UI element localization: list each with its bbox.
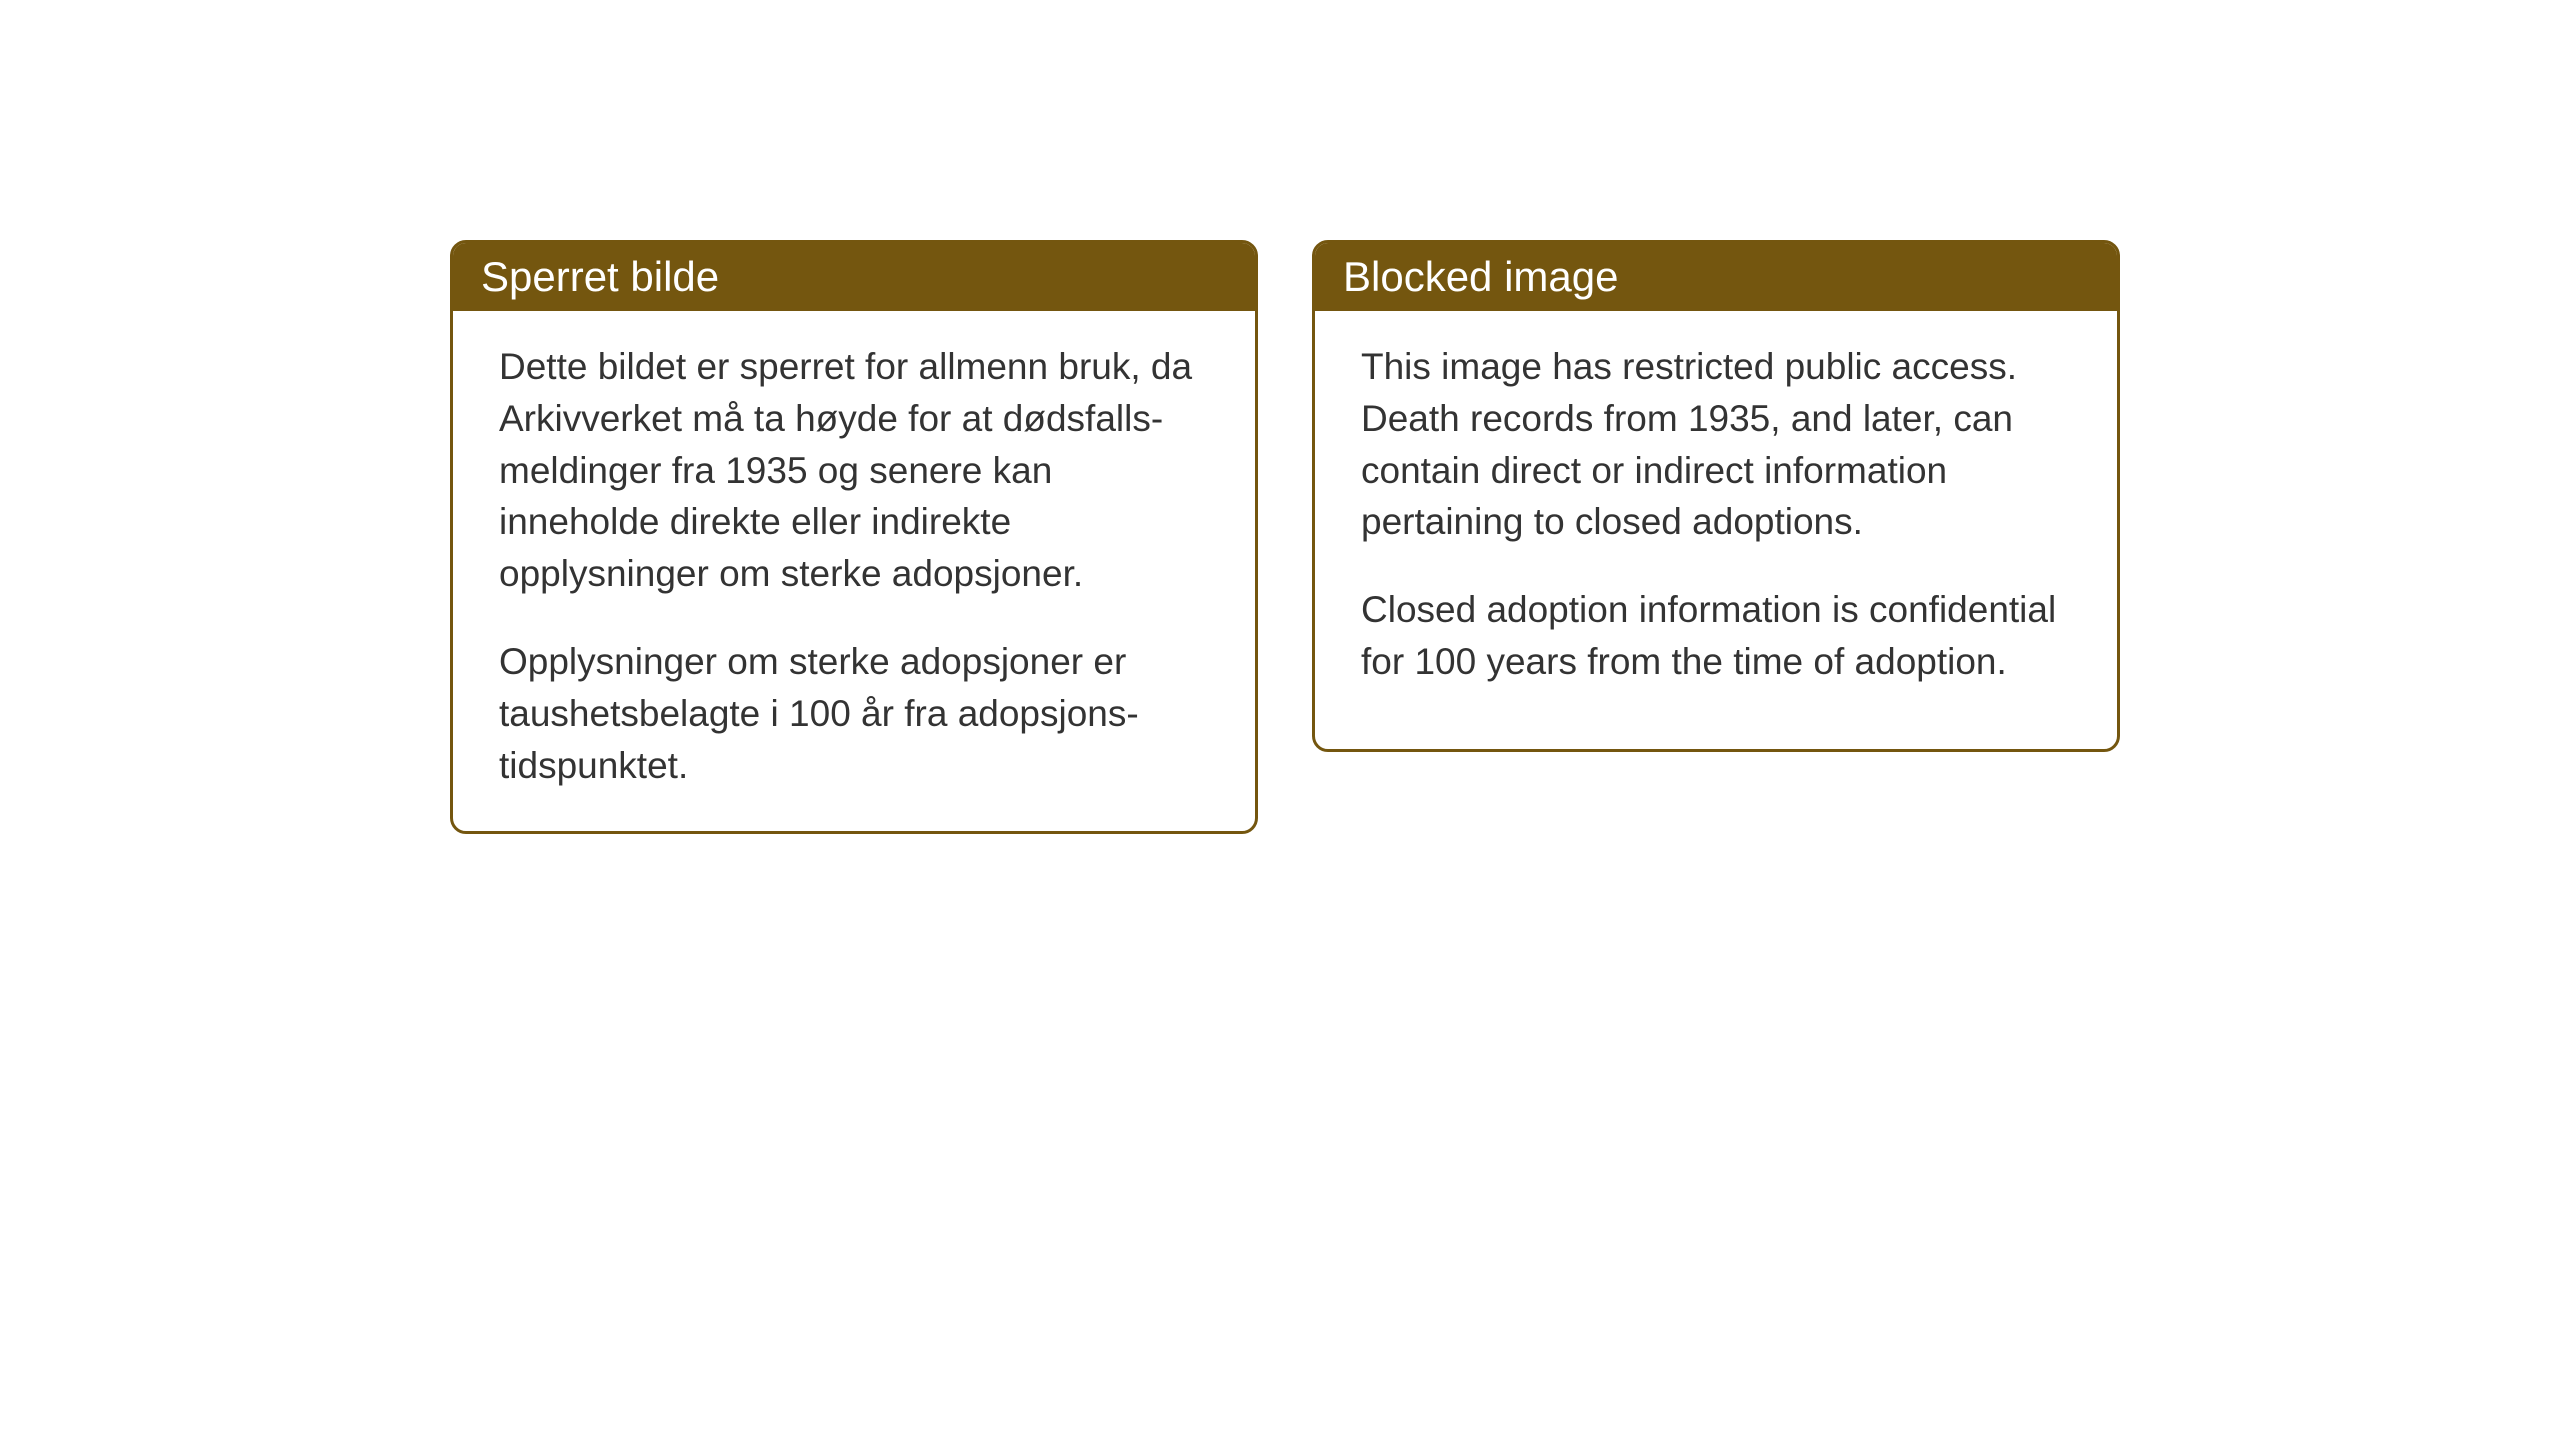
norwegian-paragraph-2: Opplysninger om sterke adopsjoner er tau… (499, 636, 1209, 791)
norwegian-paragraph-1: Dette bildet er sperret for allmenn bruk… (499, 341, 1209, 600)
english-paragraph-2: Closed adoption information is confident… (1361, 584, 2071, 688)
norwegian-card-body: Dette bildet er sperret for allmenn bruk… (453, 311, 1255, 831)
norwegian-card-title: Sperret bilde (453, 243, 1255, 311)
english-card-title: Blocked image (1315, 243, 2117, 311)
notice-cards-container: Sperret bilde Dette bildet er sperret fo… (450, 240, 2120, 834)
english-card-body: This image has restricted public access.… (1315, 311, 2117, 728)
english-notice-card: Blocked image This image has restricted … (1312, 240, 2120, 752)
norwegian-notice-card: Sperret bilde Dette bildet er sperret fo… (450, 240, 1258, 834)
english-paragraph-1: This image has restricted public access.… (1361, 341, 2071, 548)
